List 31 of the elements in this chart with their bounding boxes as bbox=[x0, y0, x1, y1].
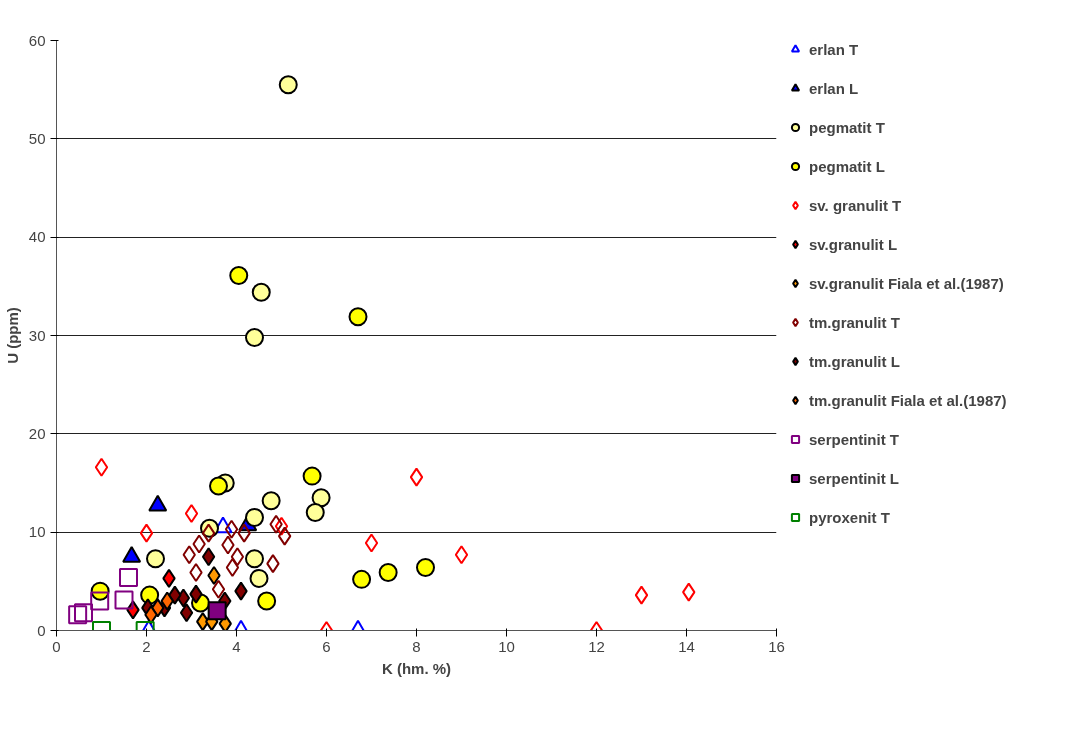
x-tick-label: 14 bbox=[678, 637, 695, 655]
x-tick-label: 12 bbox=[588, 637, 605, 655]
legend-label: serpentinit T bbox=[809, 430, 900, 448]
x-tick-label: 2 bbox=[142, 637, 151, 655]
y-tick-label: 20 bbox=[28, 424, 46, 442]
legend-label: sv.granulit L bbox=[809, 235, 898, 253]
x-tick-label: 0 bbox=[52, 637, 61, 655]
legend-label: tm.granulit Fiala et al.(1987) bbox=[809, 391, 1007, 409]
legend-label: erlan T bbox=[809, 40, 859, 58]
x-tick-label: 8 bbox=[412, 637, 421, 655]
legend-label: tm.granulit L bbox=[809, 352, 900, 370]
y-tick-label: 10 bbox=[28, 523, 46, 541]
legend-label: serpentinit L bbox=[809, 469, 900, 487]
legend-label: tm.granulit T bbox=[809, 313, 900, 331]
x-tick-label: 6 bbox=[322, 637, 331, 655]
y-tick-label: 0 bbox=[37, 621, 46, 639]
x-tick-label: 10 bbox=[498, 637, 515, 655]
y-tick-label: 40 bbox=[28, 228, 46, 246]
legend-label: erlan L bbox=[809, 79, 859, 97]
x-tick-label: 4 bbox=[232, 637, 241, 655]
y-tick-label: 50 bbox=[28, 129, 46, 147]
legend-label: pegmatit L bbox=[809, 157, 885, 175]
legend-label: sv. granulit T bbox=[809, 196, 902, 214]
legend-label: pyroxenit T bbox=[809, 508, 890, 526]
x-axis-title: K (hm. %) bbox=[381, 659, 452, 677]
y-tick-label: 30 bbox=[28, 326, 46, 344]
y-axis-title: U (ppm) bbox=[3, 307, 21, 364]
legend-label: sv.granulit Fiala et al.(1987) bbox=[809, 274, 1004, 292]
y-tick-label: 60 bbox=[28, 31, 46, 49]
legend-label: pegmatit T bbox=[809, 118, 885, 136]
x-tick-label: 16 bbox=[768, 637, 785, 655]
